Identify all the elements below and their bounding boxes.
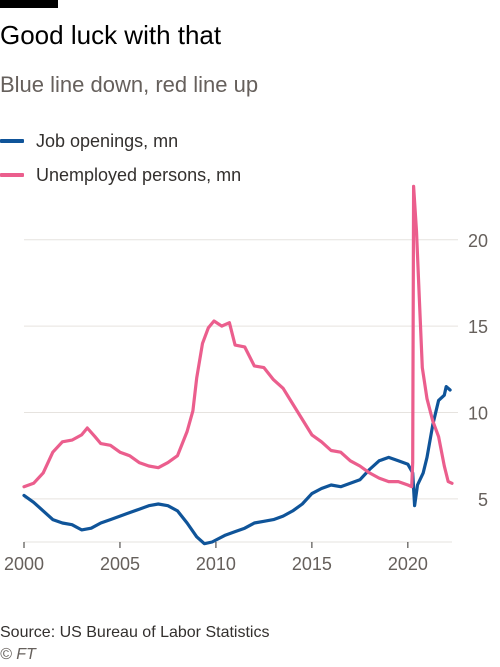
legend-label-job-openings: Job openings, mn [36, 130, 179, 151]
legend-item-unemployed: Unemployed persons, mn [0, 158, 241, 192]
unemployed-persons-line [22, 184, 454, 489]
chart-title: Good luck with that [0, 20, 222, 50]
legend-item-job-openings: Job openings, mn [0, 124, 241, 158]
legend-label-unemployed: Unemployed persons, mn [36, 164, 242, 185]
copyright-note: © FT [0, 646, 36, 663]
x-tick-label-2015: 2015 [292, 554, 332, 574]
legend-swatch-job-openings [0, 139, 24, 143]
y-tick-label-10: 10 [468, 403, 488, 423]
y-tick-label-5: 5 [478, 490, 488, 510]
legend: Job openings, mn Unemployed persons, mn [0, 124, 241, 192]
x-tick-label-2000: 2000 [4, 554, 44, 574]
job-openings-line [22, 385, 452, 546]
ft-brand-bar [0, 0, 58, 8]
x-tick-label-2005: 2005 [100, 554, 140, 574]
legend-swatch-unemployed [0, 173, 24, 177]
y-tick-label-15: 15 [468, 317, 488, 337]
x-tick-label-2020: 2020 [388, 554, 428, 574]
x-tick-label-2010: 2010 [196, 554, 236, 574]
source-note: Source: US Bureau of Labor Statistics [0, 624, 270, 641]
y-tick-label-20: 20 [468, 231, 488, 251]
chart-subtitle: Blue line down, red line up [0, 72, 259, 97]
line-chart: 5 10 15 20 2000 2005 2010 2015 2020 [4, 184, 488, 574]
